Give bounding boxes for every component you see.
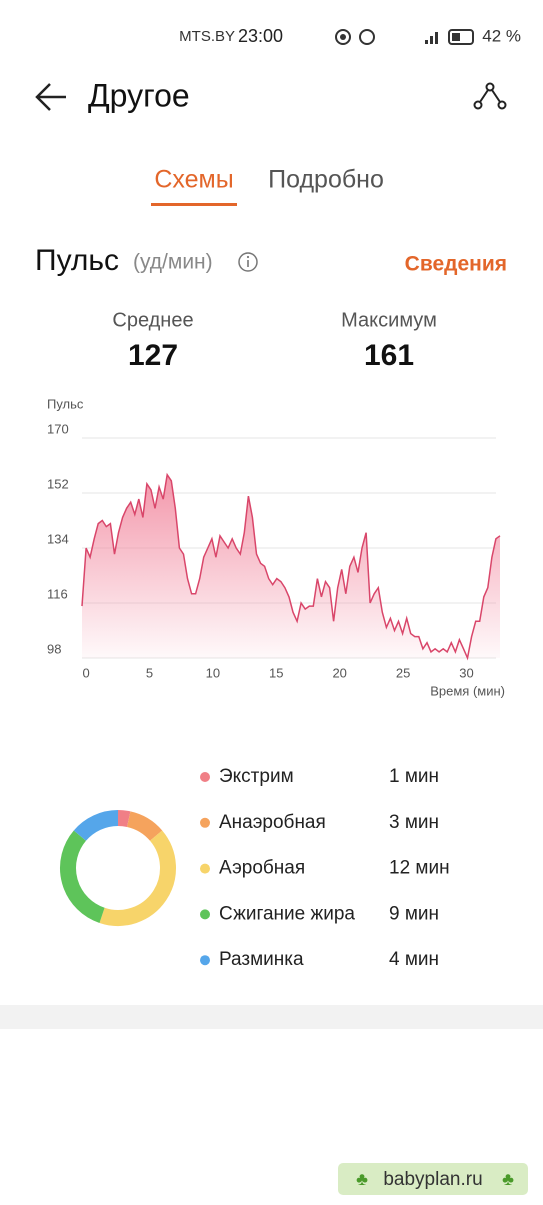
legend-dot [200,863,210,874]
details-link[interactable]: Сведения [405,253,507,276]
donut-segment [73,810,119,842]
y-tick-label: 116 [47,586,68,601]
carrier: MTS.BY [179,28,235,45]
share-button[interactable] [473,82,507,110]
section-unit: (уд/мин) [133,251,213,274]
line [81,472,501,661]
watermark-box [338,1163,528,1195]
x-tick-label: 15 [269,665,283,680]
x-tick-label: 10 [206,665,220,680]
y-tick-label: 152 [47,476,69,491]
tab-underline [151,203,237,206]
back-button[interactable] [35,83,66,111]
donut-segment [117,810,131,828]
legend-label: Разминка [219,949,304,970]
stat-label: Максимум [341,309,437,331]
y-tick-label: 170 [47,421,69,436]
status-icons [335,29,474,45]
legend-value: 1 мин [389,766,439,787]
legend-label: Экстрим [219,766,294,787]
legend-value: 12 мин [389,858,450,879]
legend-value: 9 мин [389,903,439,924]
stat-label: Среднее [112,309,193,331]
legend-dot [200,909,210,920]
x-tick-label: 25 [396,665,410,680]
section-title: Пульс [35,244,119,277]
separator [0,1005,543,1029]
clover: ♣ [356,1169,368,1189]
stat-value: 161 [364,339,414,372]
legend-label: Сжигание жира [219,903,355,924]
stat-value: 127 [128,339,178,372]
area [82,474,500,658]
info-icon[interactable] [238,252,258,272]
x-tick-label: 20 [332,665,346,680]
donut-segment [60,830,105,923]
page-title: Другое [88,77,190,113]
y-tick-label: 134 [47,531,69,546]
x-axis-label: Время (мин) [430,683,505,698]
clover: ♣ [502,1169,514,1189]
legend-value: 4 мин [389,949,439,970]
x-tick-label: 5 [146,665,153,680]
y-tick-label: 98 [47,641,61,656]
tab[interactable]: Подробно [268,166,384,194]
y-axis-label: Пульс [47,396,84,411]
x-tick-label: 30 [459,665,473,680]
legend-value: 3 мин [389,812,439,833]
legend-dot [200,772,210,782]
battery: 42 % [482,26,521,45]
legend-dot [200,817,210,828]
clock: 23:00 [238,26,283,46]
donut-segment [99,830,176,926]
x-tick-label: 0 [82,665,89,680]
tab-active[interactable]: Схемы [154,166,233,194]
legend-label: Анаэробная [219,812,326,833]
donut-segment [126,811,163,842]
legend-label: Аэробная [219,858,305,879]
watermark: babyplan.ru [383,1169,482,1190]
legend-dot [200,955,210,966]
